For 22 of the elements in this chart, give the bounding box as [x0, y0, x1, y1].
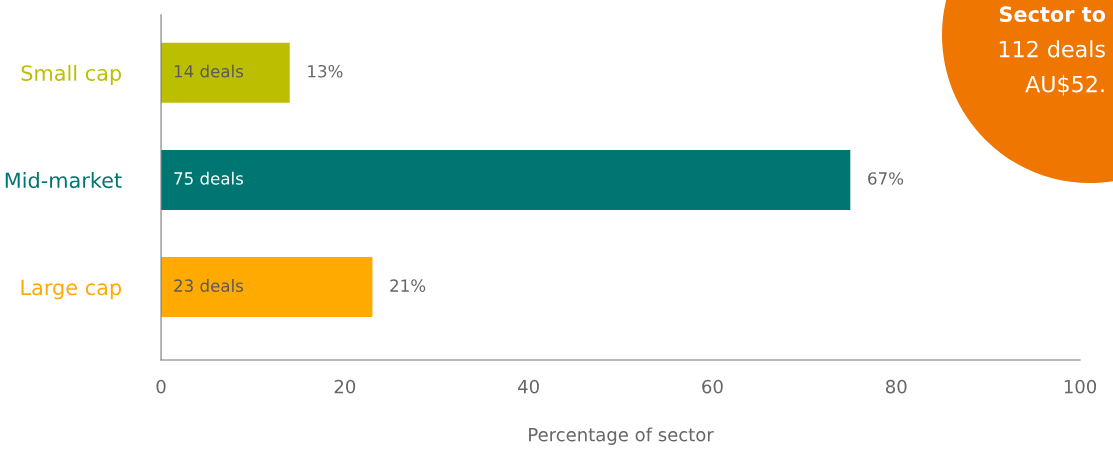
x-tick-label: 100 [1064, 379, 1097, 394]
data-label: 23 deals [174, 279, 244, 292]
x-tick-label: 60 [702, 379, 723, 394]
x-axis-title: Percentage of sector [529, 427, 714, 445]
annotation: AU$52. [1025, 75, 1104, 96]
y-tick-label: Large cap [21, 279, 122, 300]
annotation: Sector to [999, 6, 1106, 23]
annotation: 112 deals [999, 40, 1105, 58]
x-tick-label: 20 [334, 379, 356, 394]
bar [161, 149, 851, 210]
annotation: 67% [868, 172, 904, 185]
annotation: 21% [390, 279, 426, 292]
x-tick-label: 0 [156, 379, 166, 394]
y-tick-label: Mid-market [5, 172, 122, 189]
bar [161, 42, 290, 103]
bar [161, 257, 373, 318]
y-tick-label: Small cap [21, 64, 122, 85]
x-tick-label: 80 [885, 379, 907, 394]
data-label: 14 deals [174, 64, 244, 78]
annotation: 13% [308, 64, 343, 78]
data-label: 75 deals [174, 171, 244, 185]
x-tick-label: 40 [518, 379, 539, 394]
